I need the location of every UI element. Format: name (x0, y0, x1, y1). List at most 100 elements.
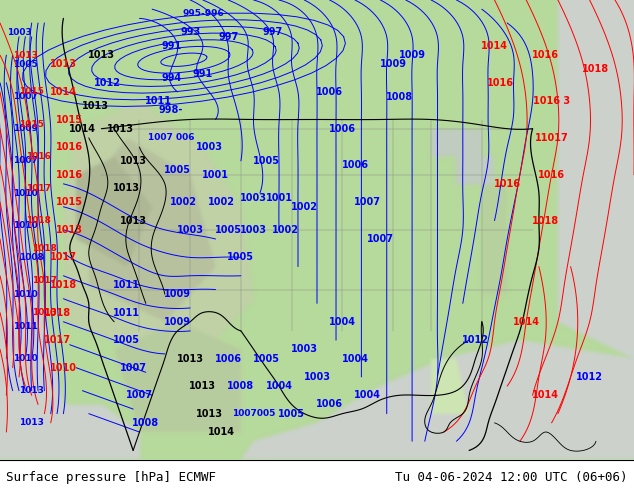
Text: 1014: 1014 (209, 427, 235, 437)
Text: 1015: 1015 (19, 120, 44, 128)
Text: 1016: 1016 (532, 50, 559, 60)
Text: 1004: 1004 (266, 381, 292, 391)
Text: 1016: 1016 (494, 179, 521, 189)
Text: 1013: 1013 (88, 50, 115, 60)
Text: 994: 994 (161, 73, 181, 83)
Text: 1017: 1017 (25, 184, 51, 193)
Text: 1003: 1003 (240, 193, 267, 203)
Text: 1007: 1007 (367, 234, 394, 244)
Text: 1014: 1014 (50, 87, 77, 97)
Text: 1013: 1013 (196, 409, 223, 418)
Text: 1009: 1009 (164, 289, 191, 299)
Text: 1013: 1013 (120, 156, 146, 166)
Text: 998-: 998- (159, 105, 183, 115)
Text: 1009: 1009 (399, 50, 425, 60)
Text: 1015: 1015 (56, 115, 83, 124)
Text: 1004: 1004 (342, 353, 368, 364)
Text: 1015: 1015 (56, 197, 83, 207)
Text: 1009: 1009 (164, 317, 191, 327)
Text: 1007: 1007 (13, 156, 38, 165)
Text: 1001: 1001 (266, 193, 292, 203)
Text: 1010: 1010 (50, 363, 77, 373)
Text: 1011: 1011 (13, 322, 38, 331)
Text: 1002: 1002 (209, 197, 235, 207)
Text: 1006: 1006 (342, 160, 368, 171)
Text: 1005: 1005 (113, 335, 140, 345)
Text: 1003: 1003 (240, 225, 267, 235)
Text: 1008: 1008 (228, 381, 254, 391)
Text: 1014: 1014 (69, 123, 96, 134)
Text: 1005: 1005 (164, 165, 191, 175)
Text: 1017: 1017 (32, 276, 57, 285)
Text: 1013: 1013 (120, 216, 146, 225)
Text: 995-996: 995-996 (182, 9, 224, 18)
Text: 1006: 1006 (316, 399, 343, 410)
Text: 1003: 1003 (304, 372, 330, 382)
Text: 1006: 1006 (329, 123, 356, 134)
Text: 1007: 1007 (354, 197, 381, 207)
Text: 1002: 1002 (272, 225, 299, 235)
Text: 1018: 1018 (44, 308, 70, 318)
Text: 11017: 11017 (534, 133, 569, 143)
Text: 1017: 1017 (50, 252, 77, 262)
Text: 1004: 1004 (354, 390, 381, 400)
Text: 997: 997 (262, 27, 283, 37)
Text: 1007 006: 1007 006 (148, 133, 195, 143)
Text: 991: 991 (161, 41, 181, 51)
Text: 1010: 1010 (13, 189, 38, 197)
Text: 1005: 1005 (13, 60, 38, 69)
Text: 1014: 1014 (532, 390, 559, 400)
Text: 1014: 1014 (513, 317, 540, 327)
Text: 1011: 1011 (145, 96, 172, 106)
Text: 1011: 1011 (113, 280, 140, 290)
Text: 1008: 1008 (133, 418, 159, 428)
Text: 1010: 1010 (13, 220, 38, 230)
Text: 1018: 1018 (532, 216, 559, 225)
Text: 1008: 1008 (19, 253, 44, 262)
Text: 1007: 1007 (120, 363, 146, 373)
Text: 1018: 1018 (50, 280, 77, 290)
Text: 1005: 1005 (253, 156, 280, 166)
Text: 1011: 1011 (113, 308, 140, 318)
Text: 1006: 1006 (215, 353, 242, 364)
Text: 1013: 1013 (113, 183, 140, 194)
Text: 1009: 1009 (380, 59, 406, 70)
Text: 1017: 1017 (44, 335, 70, 345)
Text: 1001: 1001 (202, 170, 229, 180)
Text: 1013: 1013 (32, 308, 57, 317)
Text: 1016: 1016 (56, 170, 83, 180)
Text: 1005: 1005 (253, 353, 280, 364)
Text: 1018: 1018 (583, 64, 609, 74)
Text: 1002: 1002 (171, 197, 197, 207)
Text: Surface pressure [hPa] ECMWF: Surface pressure [hPa] ECMWF (6, 471, 216, 484)
Text: 1013: 1013 (107, 123, 134, 134)
Text: 1018: 1018 (32, 244, 57, 253)
Text: 1005: 1005 (228, 252, 254, 262)
Text: 1002: 1002 (291, 202, 318, 212)
Text: 1006: 1006 (316, 87, 343, 97)
Text: 1016: 1016 (56, 142, 83, 152)
Text: 1013: 1013 (13, 50, 38, 60)
Text: 1007005: 1007005 (232, 409, 275, 418)
Text: 1009: 1009 (13, 124, 38, 133)
Text: 1013: 1013 (50, 59, 77, 70)
Text: 1005: 1005 (278, 409, 305, 418)
Text: 1004: 1004 (329, 317, 356, 327)
Text: 1003: 1003 (291, 344, 318, 354)
Text: 1013: 1013 (177, 353, 204, 364)
Text: 1008: 1008 (386, 92, 413, 101)
Text: 1012: 1012 (462, 335, 489, 345)
Text: 1003: 1003 (196, 142, 223, 152)
Text: 1016: 1016 (488, 78, 514, 88)
Text: 1010: 1010 (13, 354, 38, 363)
Text: 1018: 1018 (25, 216, 51, 225)
Text: 997: 997 (218, 32, 238, 42)
Text: 1012: 1012 (94, 78, 121, 88)
Text: 1003: 1003 (177, 225, 204, 235)
Text: 1012: 1012 (576, 372, 603, 382)
Text: 1015: 1015 (19, 87, 44, 97)
Text: 1013: 1013 (190, 381, 216, 391)
Text: 991: 991 (193, 69, 213, 78)
Text: 1016 3: 1016 3 (533, 96, 570, 106)
Text: Tu 04-06-2024 12:00 UTC (06+06): Tu 04-06-2024 12:00 UTC (06+06) (395, 471, 628, 484)
